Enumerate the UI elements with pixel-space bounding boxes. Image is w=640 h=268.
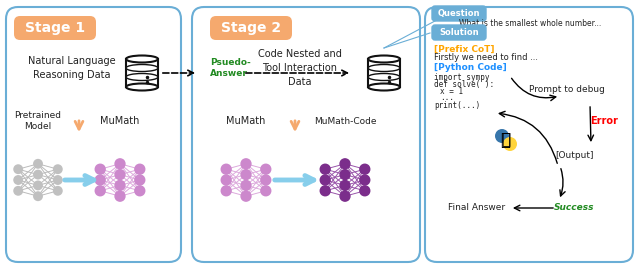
Circle shape — [13, 164, 23, 174]
Circle shape — [115, 180, 125, 190]
Text: Psuedo-
Answer: Psuedo- Answer — [210, 58, 251, 78]
Text: 🐍: 🐍 — [500, 131, 510, 149]
Circle shape — [261, 164, 271, 174]
Circle shape — [33, 170, 43, 180]
FancyBboxPatch shape — [192, 7, 420, 262]
Circle shape — [261, 175, 271, 185]
Circle shape — [320, 164, 330, 174]
Text: MuMath: MuMath — [100, 116, 140, 126]
FancyBboxPatch shape — [6, 7, 181, 262]
Text: Stage 2: Stage 2 — [221, 21, 281, 35]
Circle shape — [340, 180, 350, 190]
Ellipse shape — [368, 55, 400, 62]
Circle shape — [221, 175, 231, 185]
Circle shape — [115, 191, 125, 201]
Circle shape — [33, 159, 43, 169]
Text: Question: Question — [438, 9, 480, 18]
Circle shape — [320, 186, 330, 196]
Text: import sympy: import sympy — [434, 73, 490, 81]
Circle shape — [241, 170, 251, 180]
Text: x = 1: x = 1 — [440, 87, 463, 95]
Text: Firstly we need to find ...: Firstly we need to find ... — [434, 54, 538, 62]
Circle shape — [95, 164, 105, 174]
Ellipse shape — [368, 84, 400, 91]
Circle shape — [241, 191, 251, 201]
Polygon shape — [126, 59, 158, 87]
Circle shape — [221, 186, 231, 196]
Circle shape — [53, 175, 63, 185]
FancyBboxPatch shape — [432, 25, 486, 40]
Circle shape — [340, 191, 350, 201]
Circle shape — [53, 186, 63, 196]
Circle shape — [241, 159, 251, 169]
Text: Solution: Solution — [439, 28, 479, 37]
Circle shape — [503, 137, 517, 151]
Ellipse shape — [368, 73, 400, 80]
Text: def solve( ):: def solve( ): — [434, 80, 494, 88]
Circle shape — [135, 164, 145, 174]
Text: Success: Success — [554, 203, 595, 213]
FancyBboxPatch shape — [432, 6, 486, 21]
Ellipse shape — [126, 84, 158, 91]
Ellipse shape — [126, 55, 158, 62]
Text: [Output]: [Output] — [556, 151, 595, 161]
Text: What is the smallest whole number...: What is the smallest whole number... — [459, 20, 601, 28]
Circle shape — [221, 164, 231, 174]
Text: MuMath: MuMath — [227, 116, 266, 126]
Circle shape — [320, 175, 330, 185]
Circle shape — [115, 159, 125, 169]
Text: Pretrained
Model: Pretrained Model — [15, 111, 61, 131]
Circle shape — [261, 186, 271, 196]
Circle shape — [340, 170, 350, 180]
Text: [Prefix CoT]: [Prefix CoT] — [434, 44, 495, 54]
Text: [Python Code]: [Python Code] — [434, 64, 507, 73]
Polygon shape — [368, 59, 400, 87]
Circle shape — [13, 175, 23, 185]
Text: ...: ... — [440, 94, 454, 102]
FancyBboxPatch shape — [210, 16, 292, 40]
Text: MuMath-Code: MuMath-Code — [314, 117, 376, 125]
Circle shape — [95, 186, 105, 196]
FancyBboxPatch shape — [425, 7, 633, 262]
Text: Stage 1: Stage 1 — [25, 21, 85, 35]
FancyBboxPatch shape — [14, 16, 96, 40]
Text: Final Answer: Final Answer — [449, 203, 506, 213]
Text: Error: Error — [590, 116, 618, 126]
Text: Code Nested and
Tool Interaction
Data: Code Nested and Tool Interaction Data — [258, 49, 342, 87]
Circle shape — [360, 186, 370, 196]
Circle shape — [115, 170, 125, 180]
Text: Natural Language
Reasoning Data: Natural Language Reasoning Data — [28, 56, 116, 80]
Circle shape — [340, 159, 350, 169]
Circle shape — [360, 175, 370, 185]
Text: print(...): print(...) — [434, 102, 480, 110]
Circle shape — [13, 186, 23, 196]
Circle shape — [53, 164, 63, 174]
Circle shape — [241, 180, 251, 190]
Text: 🐍: 🐍 — [501, 132, 511, 147]
Circle shape — [135, 186, 145, 196]
Circle shape — [33, 191, 43, 201]
Ellipse shape — [126, 65, 158, 72]
Circle shape — [495, 129, 509, 143]
Text: Prompt to debug: Prompt to debug — [529, 85, 605, 95]
Circle shape — [360, 164, 370, 174]
Circle shape — [135, 175, 145, 185]
Circle shape — [95, 175, 105, 185]
Ellipse shape — [126, 73, 158, 80]
Ellipse shape — [368, 65, 400, 72]
Circle shape — [33, 180, 43, 190]
